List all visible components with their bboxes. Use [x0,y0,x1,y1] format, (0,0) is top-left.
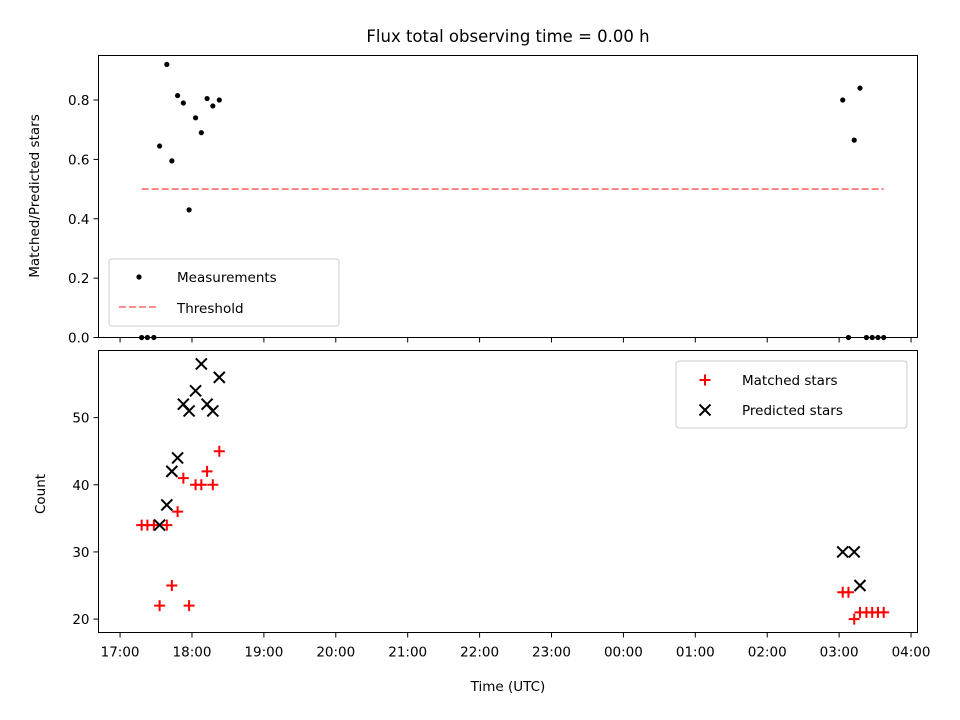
top-panel-frame [98,55,918,338]
measurement-point [204,95,210,102]
top-panel-legend: Measurements Threshold [108,258,340,327]
bottom-legend-box [675,360,908,429]
x-tick-label: 20:00 [316,645,355,661]
top-panel-marks [139,61,887,341]
x-tick-label: 00:00 [604,645,643,661]
measurement-point [186,207,192,213]
bottom-panel-marks [136,357,890,625]
bottom-panel-legend: Matched stars Predicted stars [675,360,908,429]
matched-star-point [878,606,890,618]
predicted-star-point [836,545,849,559]
measurement-point [840,97,846,103]
measurement-point [857,85,863,91]
bottom-y-tick-label: 30 [72,545,89,561]
chart-title: Flux total observing time = 0.00 h [366,27,649,46]
predicted-star-point [160,498,174,512]
matched-star-point [201,465,213,477]
predicted-star-point [182,404,196,418]
matched-star-point [177,472,189,484]
legend-predicted-stars-marker [698,403,712,417]
top-panel-x-ticks [119,337,912,343]
x-tick-label: 17:00 [101,645,140,661]
x-tick-label: 23:00 [532,645,571,661]
legend-matched-stars-marker [699,374,711,386]
matched-star-point [166,580,178,591]
predicted-star-point [189,384,202,397]
predicted-star-point [848,545,861,559]
top-y-tick-label: 0.0 [68,331,89,347]
x-tick-label: 22:00 [460,645,499,661]
matched-star-point [161,519,173,531]
top-panel-y-ticks: 0.0 0.2 0.4 0.6 0.8 [68,93,99,347]
measurement-point [851,137,857,143]
predicted-star-point [171,451,184,465]
predicted-star-point [213,371,226,384]
top-y-tick-label: 0.6 [68,152,89,168]
legend-matched-stars-label: Matched stars [742,373,838,389]
top-panel: 0.00.20.40.60.8 Matched/Predicted stars … [27,55,918,347]
matched-star-point [148,519,160,531]
predicted-star-point [206,404,220,418]
x-tick-label: 03:00 [820,645,859,661]
top-y-tick-label: 0.8 [68,93,89,109]
bottom-panel-frame [98,350,918,633]
top-y-tick-label: 0.4 [68,212,89,228]
legend-measurements-label: Measurements [177,270,277,286]
bottom-panel: 20 30 40 50 17:00 18:00 19:00 20:00 21:00 22:00 2… [33,350,931,661]
predicted-star-point [165,465,179,478]
matched-star-point [195,479,207,491]
matched-star-point [183,600,195,612]
x-tick-label: 21:00 [388,645,427,661]
bottom-y-tick-label: 40 [72,478,89,494]
x-tick-label: 04:00 [892,645,931,661]
measurement-point [164,61,170,68]
bottom-panel-y-axis-label: Count [33,474,49,514]
matched-star-point [207,479,219,491]
x-axis-label: Time (UTC) [470,679,546,695]
measurement-point [174,92,181,99]
matched-star-point [154,600,166,612]
legend-threshold-label: Threshold [176,301,244,317]
matched-star-point [842,586,854,598]
predicted-star-point [153,518,166,532]
measurement-point [216,97,222,103]
top-legend-box [108,258,340,327]
measurement-point [210,103,216,109]
matched-star-point [848,613,860,625]
legend-measurements-marker [136,274,142,280]
bottom-panel-x-ticks: 17:00 18:00 19:00 20:00 21:00 22:00 23:00 00:00… [101,632,931,661]
predicted-star-point [853,579,867,592]
measurement-point [169,158,175,164]
x-tick-label: 02:00 [748,645,787,661]
matched-star-point [172,506,184,518]
bottom-panel-y-ticks: 20 30 40 50 [72,411,99,628]
x-tick-label: 18:00 [173,645,212,661]
bottom-y-tick-label: 20 [72,612,89,628]
matched-star-point [213,445,225,457]
measurement-point [157,143,163,149]
measurement-point [180,100,186,106]
top-y-tick-label: 0.2 [68,271,89,287]
bottom-y-tick-label: 50 [72,411,89,427]
x-tick-label: 19:00 [244,645,283,661]
predicted-star-point [195,357,208,371]
measurement-point [198,130,204,136]
legend-predicted-stars-label: Predicted stars [742,403,843,419]
measurement-point [192,115,199,121]
x-tick-label: 01:00 [676,645,715,661]
top-panel-y-axis-label: Matched/Predicted stars [27,114,43,277]
